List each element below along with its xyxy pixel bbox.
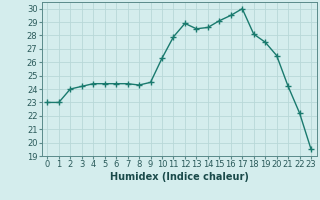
X-axis label: Humidex (Indice chaleur): Humidex (Indice chaleur) — [110, 172, 249, 182]
